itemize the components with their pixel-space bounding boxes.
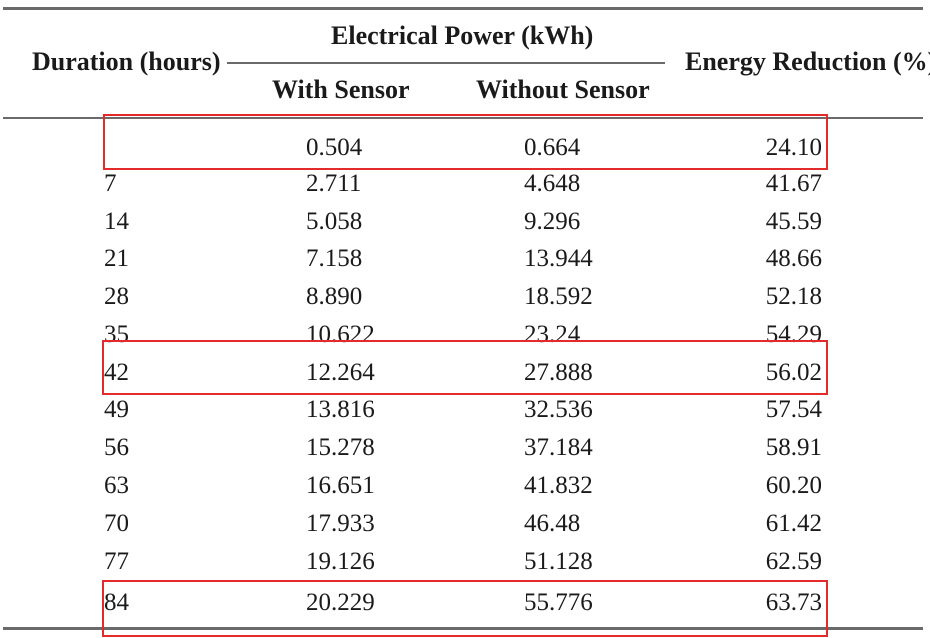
cell-duration: 42	[104, 359, 129, 386]
cell-duration: 56	[104, 434, 129, 461]
cell-with-sensor: 2.711	[306, 170, 362, 197]
table-row: 21 7.158 13.944 48.66	[0, 240, 930, 278]
header-rule	[3, 117, 923, 119]
highlight-box	[103, 114, 828, 170]
cell-duration: 70	[104, 510, 129, 537]
cell-with-sensor: 15.278	[306, 434, 375, 461]
header-with-sensor: With Sensor	[272, 75, 410, 104]
cell-energy-reduction: 56.02	[765, 359, 822, 386]
cell-energy-reduction: 58.91	[765, 434, 822, 461]
table-row: 14 5.058 9.296 45.59	[0, 203, 930, 241]
cell-duration: 21	[104, 245, 129, 272]
cell-duration: 35	[104, 321, 129, 348]
header-electrical-power: Electrical Power (kWh)	[331, 21, 594, 50]
table-row: 70 17.933 46.48 61.42	[0, 505, 930, 543]
table-row: 77 19.126 51.128 62.59	[0, 543, 930, 581]
cell-without-sensor: 55.776	[524, 589, 593, 616]
cell-energy-reduction: 57.54	[765, 396, 822, 423]
table-row: 49 13.816 32.536 57.54	[0, 391, 930, 429]
cell-duration: 14	[104, 208, 129, 235]
table-row: 0.504 0.664 24.10	[0, 129, 930, 167]
table-row: 42 12.264 27.888 56.02	[0, 354, 930, 392]
cell-energy-reduction: 63.73	[765, 589, 822, 616]
cell-with-sensor: 16.651	[306, 472, 375, 499]
cell-with-sensor: 0.504	[306, 134, 363, 161]
header-duration: Duration (hours)	[32, 47, 221, 76]
table-row: 56 15.278 37.184 58.91	[0, 429, 930, 467]
cell-energy-reduction: 60.20	[765, 472, 822, 499]
header-energy-reduction: Energy Reduction (%)	[685, 47, 930, 76]
cell-with-sensor: 7.158	[306, 245, 363, 272]
cell-without-sensor: 51.128	[524, 548, 593, 575]
cell-with-sensor: 10.622	[306, 321, 375, 348]
cell-duration: 63	[104, 472, 129, 499]
cell-with-sensor: 12.264	[306, 359, 375, 386]
table-row: 35 10.622 23.24 54.29	[0, 316, 930, 354]
cell-duration: 84	[104, 589, 129, 616]
table-row: 84 20.229 55.776 63.73	[0, 584, 930, 622]
cell-energy-reduction: 48.66	[765, 245, 822, 272]
bottom-rule	[3, 627, 923, 630]
cell-without-sensor: 32.536	[524, 396, 593, 423]
cell-with-sensor: 13.816	[306, 396, 375, 423]
cell-without-sensor: 9.296	[524, 208, 581, 235]
top-rule	[3, 7, 923, 10]
cell-with-sensor: 19.126	[306, 548, 375, 575]
cell-without-sensor: 23.24	[524, 321, 581, 348]
cell-energy-reduction: 62.59	[765, 548, 822, 575]
cell-without-sensor: 0.664	[524, 134, 581, 161]
cell-without-sensor: 41.832	[524, 472, 593, 499]
cell-duration: 28	[104, 283, 129, 310]
cell-without-sensor: 27.888	[524, 359, 593, 386]
cell-without-sensor: 13.944	[524, 245, 593, 272]
cell-with-sensor: 20.229	[306, 589, 375, 616]
cell-without-sensor: 37.184	[524, 434, 593, 461]
table-row: 7 2.711 4.648 41.67	[0, 165, 930, 203]
cell-without-sensor: 18.592	[524, 283, 593, 310]
header-without-sensor: Without Sensor	[476, 75, 650, 104]
cell-duration: 77	[104, 548, 129, 575]
cell-energy-reduction: 41.67	[765, 170, 822, 197]
cell-energy-reduction: 45.59	[765, 208, 822, 235]
highlight-box	[102, 340, 828, 395]
header-group-rule	[227, 62, 665, 64]
cell-without-sensor: 4.648	[524, 170, 581, 197]
highlight-box	[102, 580, 828, 637]
cell-energy-reduction: 24.10	[765, 134, 822, 161]
cell-energy-reduction: 54.29	[765, 321, 822, 348]
table-row: 28 8.890 18.592 52.18	[0, 278, 930, 316]
cell-with-sensor: 5.058	[306, 208, 363, 235]
cell-energy-reduction: 52.18	[765, 283, 822, 310]
cell-without-sensor: 46.48	[524, 510, 581, 537]
cell-duration: 7	[104, 170, 117, 197]
table-row: 63 16.651 41.832 60.20	[0, 467, 930, 505]
cell-energy-reduction: 61.42	[765, 510, 822, 537]
cell-with-sensor: 17.933	[306, 510, 375, 537]
cell-duration: 49	[104, 396, 129, 423]
cell-with-sensor: 8.890	[306, 283, 363, 310]
